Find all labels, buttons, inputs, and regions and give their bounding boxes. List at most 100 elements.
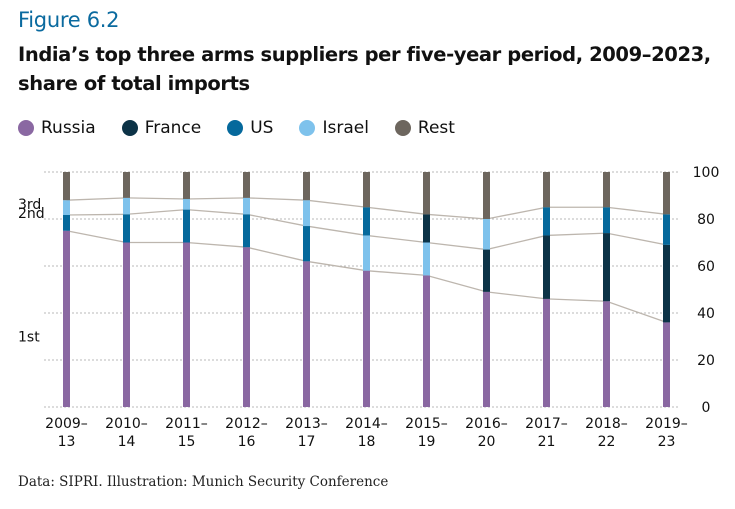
source-note: Data: SIPRI. Illustration: Munich Securi… — [18, 474, 389, 490]
y-axis-ticks: 0 20 40 60 80 100 — [693, 165, 720, 416]
bar-segment-israel — [63, 200, 70, 216]
y-tick-label: 100 — [693, 165, 720, 181]
bar-segment-israel — [423, 242, 430, 276]
rank-label: 3rd — [18, 197, 41, 213]
x-tick-label: 2018– — [585, 416, 628, 432]
bar-segment-russia — [243, 247, 250, 407]
bar-segment-france — [543, 235, 550, 299]
x-tick-label: 2019– — [645, 416, 688, 432]
bar-segment-russia — [183, 242, 190, 407]
x-tick-label: 19 — [418, 434, 436, 450]
y-tick-label: 0 — [702, 400, 711, 416]
x-tick-label: 2009– — [45, 416, 88, 432]
x-tick-label: 16 — [238, 434, 256, 450]
x-tick-label: 17 — [298, 434, 316, 450]
bar-segment-us — [123, 214, 130, 243]
y-tick-label: 20 — [697, 353, 715, 369]
x-tick-label: 18 — [358, 434, 376, 450]
bar-segment-rest — [663, 172, 670, 215]
bar-segment-rest — [123, 172, 130, 198]
x-tick-label: 2015– — [405, 416, 448, 432]
x-tick-label: 13 — [58, 434, 76, 450]
chart-area: 0 20 40 60 80 100 2009– 13 2010– 14 2011– 15 2012– 1… — [18, 165, 720, 450]
x-tick-label: 2017– — [525, 416, 568, 432]
bar-segment-russia — [663, 322, 670, 407]
x-tick-label: 14 — [118, 434, 136, 450]
chart-title: India’s top three arms suppliers per fiv… — [18, 40, 718, 98]
legend-item-france: France — [121, 118, 202, 138]
bar-segment-france — [663, 244, 670, 323]
bar-segment-rest — [243, 172, 250, 198]
bar-segment-us — [363, 207, 370, 236]
x-tick-label: 21 — [538, 434, 556, 450]
bar-segment-france — [483, 249, 490, 292]
bar-segment-rest — [183, 172, 190, 200]
bar-segment-russia — [363, 270, 370, 407]
bar-segment-france — [603, 233, 610, 302]
x-tick-label: 15 — [178, 434, 196, 450]
bar-segment-russia — [303, 261, 310, 407]
bar-segment-israel — [183, 199, 190, 210]
legend-label-france: France — [144, 118, 202, 138]
bar-segment-israel — [363, 235, 370, 271]
bar-segment-russia — [123, 242, 130, 407]
x-tick-label: 2013– — [285, 416, 328, 432]
y-tick-label: 80 — [697, 212, 715, 228]
figure-label: Figure 6.2 — [18, 8, 120, 32]
bar-segment-russia — [543, 298, 550, 407]
legend-item-russia: Russia — [18, 118, 96, 138]
bar-segment-us — [663, 214, 670, 245]
bar-segment-rest — [363, 172, 370, 208]
bar-segment-rest — [483, 172, 490, 219]
legend-label-israel: Israel — [322, 118, 369, 138]
x-tick-label: 2012– — [225, 416, 268, 432]
bar-segment-us — [303, 226, 310, 262]
x-tick-label: 2011– — [165, 416, 208, 432]
x-axis-ticks: 2009– 13 2010– 14 2011– 15 2012– 16 2013– 17 2014–… — [45, 416, 688, 450]
rank-label: 2nd — [18, 206, 45, 222]
bar-segment-rest — [303, 172, 310, 201]
chart-title-line2: share of total imports — [18, 72, 250, 95]
chart-title-line1: India’s top three arms suppliers per fiv… — [18, 43, 711, 66]
legend-label-russia: Russia — [41, 118, 96, 138]
bar-segment-russia — [63, 230, 70, 407]
legend-swatch-russia — [18, 120, 34, 136]
y-tick-label: 60 — [697, 259, 715, 275]
y-tick-label: 40 — [697, 306, 715, 322]
bar-segment-rest — [543, 172, 550, 208]
bars — [63, 172, 670, 407]
x-tick-label: 20 — [478, 434, 496, 450]
bar-segment-russia — [483, 291, 490, 407]
legend-swatch-israel — [299, 120, 316, 136]
bar-segment-us — [603, 207, 610, 234]
bar-segment-us — [543, 207, 550, 236]
x-tick-label: 2016– — [465, 416, 508, 432]
bar-segment-israel — [483, 219, 490, 250]
legend: Russia France US Israel Rest — [18, 118, 481, 138]
bar-segment-rest — [63, 172, 70, 201]
bar-segment-rest — [423, 172, 430, 215]
x-tick-label: 2014– — [345, 416, 388, 432]
x-tick-label: 22 — [598, 434, 616, 450]
legend-swatch-rest — [394, 120, 411, 136]
bar-segment-israel — [123, 197, 130, 215]
bar-segment-israel — [243, 197, 250, 215]
bar-segment-israel — [303, 200, 310, 227]
gridlines — [44, 171, 680, 408]
bar-segment-us — [63, 215, 70, 231]
rank-label: 1st — [18, 330, 40, 346]
legend-item-israel: Israel — [299, 118, 369, 138]
legend-swatch-france — [121, 120, 138, 136]
legend-label-rest: Rest — [417, 118, 455, 138]
bar-segment-russia — [603, 301, 610, 407]
legend-item-rest: Rest — [394, 118, 455, 138]
bar-segment-rest — [603, 172, 610, 208]
bar-segment-russia — [423, 275, 430, 407]
legend-swatch-us — [227, 120, 244, 136]
bar-segment-us — [243, 214, 250, 248]
x-tick-label: 23 — [658, 434, 676, 450]
bar-segment-us — [183, 209, 190, 243]
x-tick-label: 2010– — [105, 416, 148, 432]
legend-label-us: US — [250, 118, 274, 138]
